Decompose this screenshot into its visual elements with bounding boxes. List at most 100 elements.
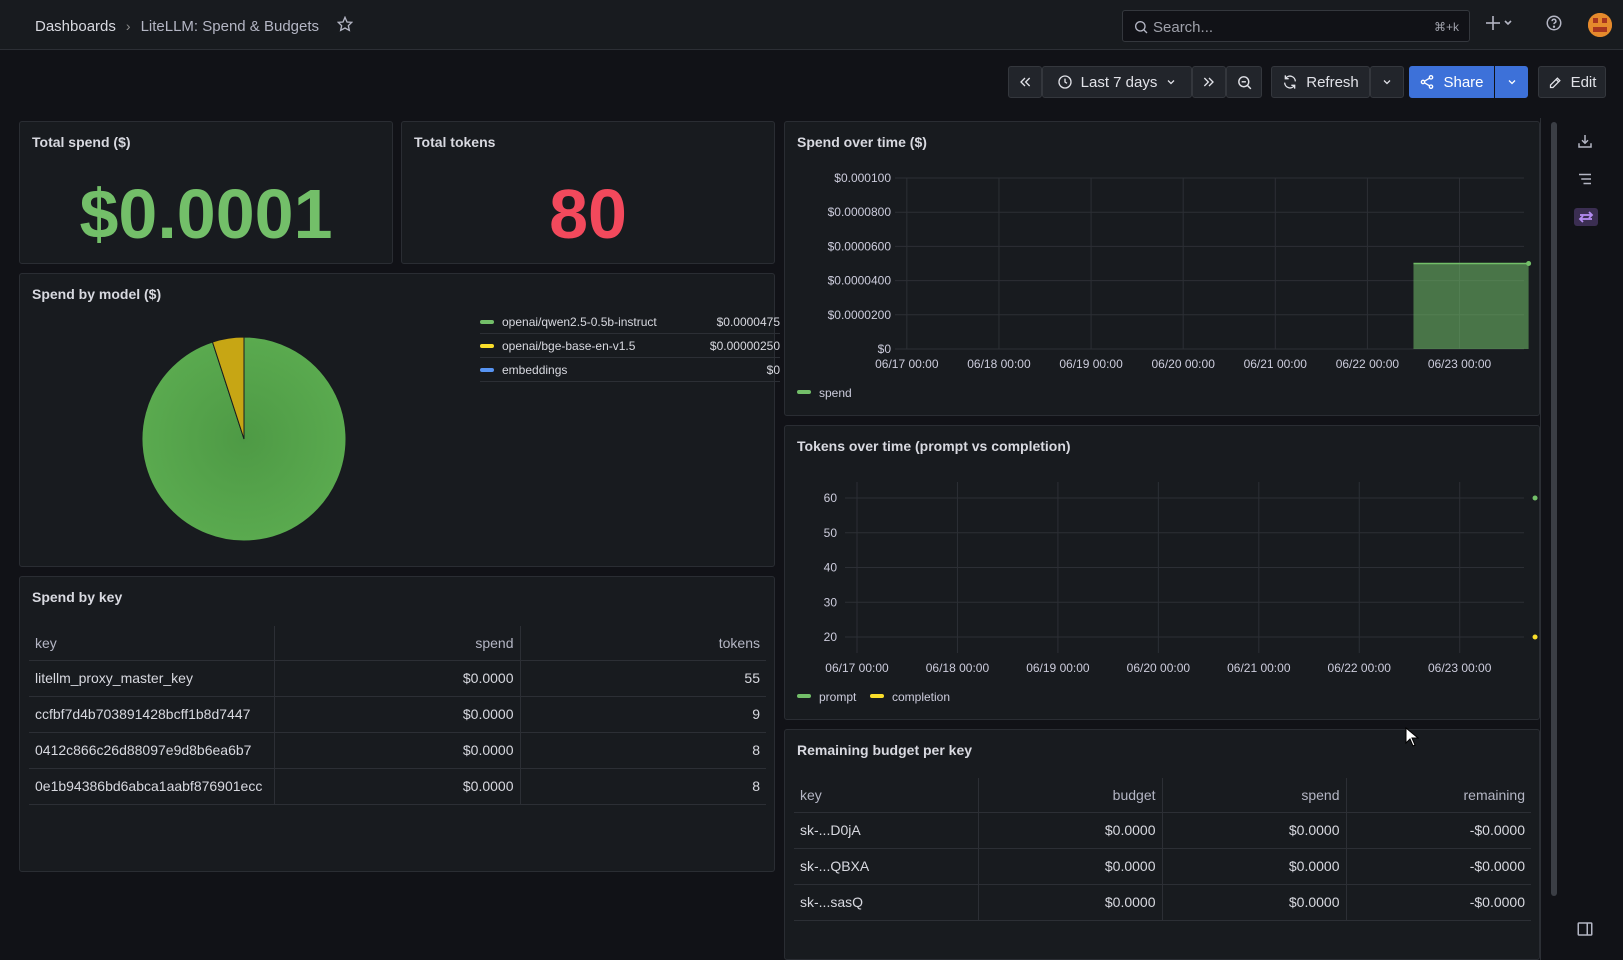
spend-cell: $0.0000 <box>274 696 521 733</box>
legend-item[interactable]: openai/qwen2.5-0.5b-instruct $0.0000475 <box>480 310 780 334</box>
share-label: Share <box>1443 73 1484 91</box>
star-icon[interactable] <box>336 15 354 36</box>
column-header[interactable]: spend <box>1162 778 1347 813</box>
search-input[interactable] <box>1153 17 1413 37</box>
y-tick-label: $0.0000600 <box>828 239 892 253</box>
pie-chart <box>141 336 347 542</box>
y-tick-label: 40 <box>824 561 838 575</box>
swap-icon[interactable] <box>1574 208 1598 226</box>
list-icon[interactable] <box>1576 170 1594 193</box>
spend-over-time-chart: $0 $0.0000200 $0.0000400 $0.0000600 $0.00008… <box>797 171 1532 400</box>
panel-title: Spend by model ($) <box>32 286 162 302</box>
legend-item[interactable]: openai/bge-base-en-v1.5 $0.00000250 <box>480 334 780 358</box>
x-tick-label: 06/19 00:00 <box>1026 661 1090 675</box>
legend-swatch <box>870 694 884 698</box>
search-box[interactable]: ⌘+k <box>1122 10 1470 42</box>
table-header-row: key spend tokens <box>29 626 766 661</box>
tokens-cell: 8 <box>520 768 766 805</box>
refresh-interval-dropdown[interactable] <box>1370 66 1404 98</box>
data-point <box>1532 495 1538 501</box>
key-cell: sk-...sasQ <box>794 884 979 921</box>
download-icon[interactable] <box>1576 132 1594 155</box>
key-cell: 0e1b94386bd6abca1aabf876901ecc <box>29 768 275 805</box>
share-dropdown[interactable] <box>1495 66 1528 98</box>
y-tick-label: 20 <box>824 630 838 644</box>
zoom-out-icon <box>1237 75 1251 89</box>
legend-swatch <box>480 367 494 372</box>
tokens-cell: 9 <box>520 696 766 733</box>
spend-cell: $0.0000 <box>1162 848 1347 885</box>
breadcrumb-dashboards[interactable]: Dashboards <box>35 17 116 35</box>
remaining-cell: -$0.0000 <box>1346 848 1531 885</box>
panel-title: Tokens over time (prompt vs completion) <box>797 438 1071 454</box>
remaining-budget-panel: Remaining budget per key key budget spen… <box>784 729 1540 960</box>
spend-cell: $0.0000 <box>274 768 521 805</box>
tokens-over-time-chart: 20 30 40 50 60 06/17 00:00 06/18 00:00 06/19 00… <box>797 482 1538 704</box>
remaining-cell: -$0.0000 <box>1346 812 1531 849</box>
y-tick-label: $0 <box>878 342 892 356</box>
column-header[interactable]: tokens <box>520 626 766 661</box>
breadcrumb: Dashboards › LiteLLM: Spend & Budgets <box>35 15 354 36</box>
share-icon <box>1421 75 1434 89</box>
key-cell: ccfbf7d4b703891428bcff1b8d7447 <box>29 696 275 733</box>
time-shift-back-button[interactable] <box>1008 66 1042 98</box>
search-shortcut: ⌘+k <box>1433 20 1459 34</box>
time-range-picker[interactable]: Last 7 days <box>1042 66 1192 98</box>
legend-swatch <box>480 343 494 348</box>
spend-by-key-panel: Spend by key key spend tokens litellm_pr… <box>19 576 775 872</box>
table-row: sk-...QBXA $0.0000 $0.0000 -$0.0000 <box>794 848 1531 885</box>
data-point <box>1532 634 1538 640</box>
spend-cell: $0.0000 <box>1162 884 1347 921</box>
chevron-down-icon <box>1508 80 1515 85</box>
zoom-out-button[interactable] <box>1226 66 1262 98</box>
page-title: LiteLLM: Spend & Budgets <box>140 17 320 35</box>
panel-title: Total spend ($) <box>32 134 131 150</box>
breadcrumb-separator: › <box>125 18 131 34</box>
x-tick-label: 06/19 00:00 <box>1059 357 1123 371</box>
x-tick-label: 06/22 00:00 <box>1328 661 1392 675</box>
column-header[interactable]: remaining <box>1346 778 1531 813</box>
x-tick-label: 06/22 00:00 <box>1336 357 1400 371</box>
y-tick-label: $0.0000400 <box>828 274 892 288</box>
panel-title: Spend by key <box>32 589 123 605</box>
legend-value: $0.0000475 <box>716 314 780 329</box>
key-cell: litellm_proxy_master_key <box>29 660 275 697</box>
chevron-down-icon <box>1383 80 1391 85</box>
mouse-cursor-icon <box>1405 726 1420 752</box>
budget-cell: $0.0000 <box>978 848 1163 885</box>
scrollbar[interactable] <box>1551 122 1557 896</box>
add-icon[interactable] <box>1486 14 1514 37</box>
table-row: 0e1b94386bd6abca1aabf876901ecc $0.0000 8 <box>29 768 766 805</box>
x-tick-label: 06/21 00:00 <box>1227 661 1291 675</box>
tokens-cell: 8 <box>520 732 766 769</box>
x-tick-label: 06/23 00:00 <box>1428 661 1492 675</box>
x-tick-label: 06/18 00:00 <box>967 357 1031 371</box>
sidebar-toggle-icon[interactable] <box>1576 920 1594 943</box>
legend-value: $0 <box>766 362 780 377</box>
avatar[interactable] <box>1588 13 1612 37</box>
column-header[interactable]: spend <box>274 626 521 661</box>
y-tick-label: $0.0000800 <box>828 205 892 219</box>
legend-item[interactable]: embeddings $0 <box>480 358 780 382</box>
column-header[interactable]: key <box>794 778 979 813</box>
legend-name: openai/bge-base-en-v1.5 <box>502 338 636 353</box>
total-tokens-value: 80 <box>549 175 627 253</box>
y-tick-label: 30 <box>824 595 838 609</box>
column-header[interactable]: key <box>29 626 275 661</box>
total-spend-value: $0.0001 <box>79 175 333 253</box>
sidebar-divider <box>1540 118 1541 960</box>
column-header[interactable]: budget <box>978 778 1163 813</box>
legend-label: prompt <box>819 690 857 704</box>
x-tick-label: 06/18 00:00 <box>926 661 990 675</box>
area-fill <box>1413 263 1529 349</box>
clock-icon <box>1057 75 1072 89</box>
edit-button[interactable]: Edit <box>1538 66 1606 98</box>
help-icon[interactable] <box>1545 14 1563 37</box>
edit-label: Edit <box>1570 73 1597 91</box>
x-tick-label: 06/17 00:00 <box>875 357 939 371</box>
spend-by-key-table: key spend tokens litellm_proxy_master_ke… <box>29 626 766 805</box>
share-button[interactable]: Share <box>1409 66 1494 98</box>
remaining-budget-table: key budget spend remaining sk-...D0jA $0.… <box>794 778 1531 921</box>
refresh-button[interactable]: Refresh <box>1271 66 1370 98</box>
time-shift-forward-button[interactable] <box>1192 66 1226 98</box>
